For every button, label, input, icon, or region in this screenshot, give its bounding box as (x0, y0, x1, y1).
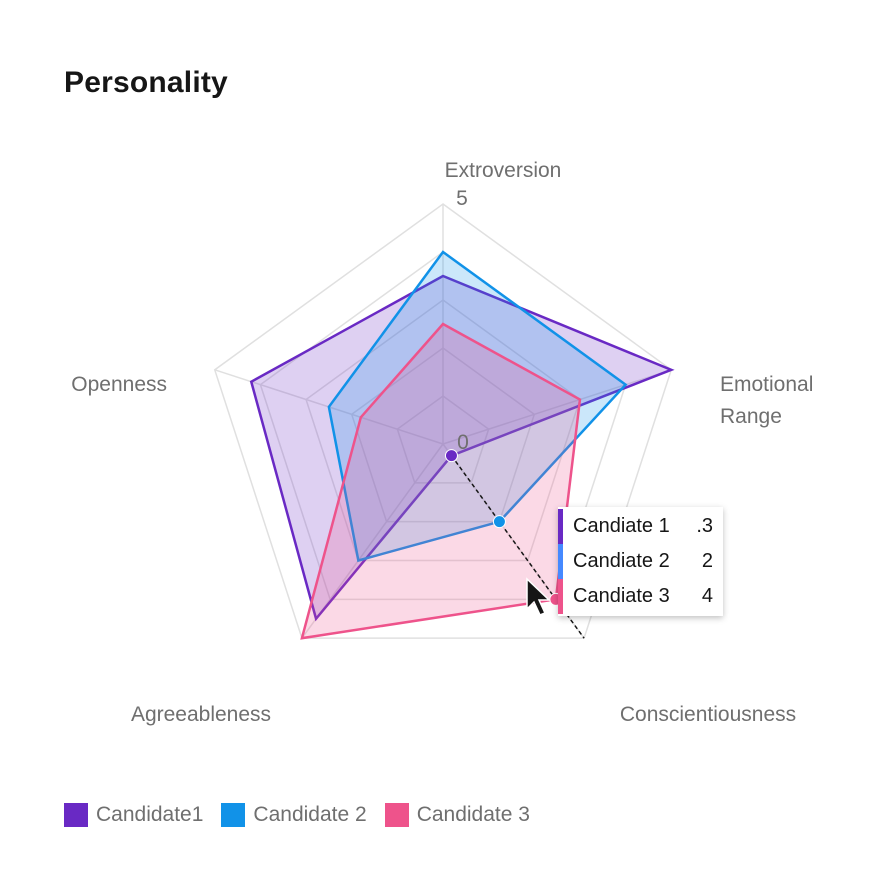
chart-title: Personality (64, 66, 228, 99)
series-area-candidate-3 (300, 322, 582, 640)
series-layer (249, 250, 675, 640)
grid-spoke (442, 369, 672, 445)
axis-label-agreeableness: Agreeableness (131, 703, 271, 726)
hover-guide-line (450, 455, 585, 639)
legend-item-candidate-2[interactable]: Candidate 2 (221, 803, 367, 827)
tooltip-color-bar (558, 509, 563, 544)
axis-label-extroversion: Extroversion (445, 159, 562, 182)
grid-ring (305, 299, 581, 562)
tooltip-series-value: 2 (701, 550, 713, 572)
legend-item-candidate-1[interactable]: Candidate1 (64, 803, 203, 827)
legend-label: Candidate 2 (253, 803, 367, 826)
grid-ring (396, 395, 490, 484)
tooltip-row: Candiate 3 4 (558, 579, 723, 614)
grid-ring (350, 347, 536, 523)
series-area-candidate1 (249, 274, 675, 622)
tooltip-row: Candiate 1 .3 (558, 509, 723, 544)
legend-label: Candidate1 (96, 803, 204, 826)
axis-label-line: Extroversion (445, 159, 562, 182)
tooltip-color-bar (558, 579, 563, 614)
series-area-candidate-2 (327, 250, 628, 563)
legend: Candidate1 Candidate 2 Candidate 3 (64, 803, 530, 827)
tooltip-series-name: Candiate 3 (573, 585, 670, 607)
legend-swatch (384, 803, 409, 827)
tooltip-row: Candiate 2 2 (558, 544, 723, 579)
grid-ring (213, 203, 673, 639)
tick-label-max: 5 (456, 187, 468, 210)
axis-label-openness: Openness (71, 373, 167, 396)
legend-swatch (221, 803, 246, 827)
tick-label-min: 0 (457, 431, 469, 454)
legend-item-candidate-3[interactable]: Candidate 3 (384, 803, 530, 827)
axis-label-line: Conscientiousness (620, 703, 796, 726)
axis-label-conscientiousness: Conscientiousness (620, 703, 796, 726)
tooltip-series-value: 4 (701, 585, 713, 607)
hover-point-candidate1 (444, 449, 458, 463)
axis-label-line: Openness (71, 373, 167, 396)
tooltip-series-value: .3 (696, 515, 713, 537)
axis-labels: Extroversion Emotional Range Conscientiousn… (71, 159, 813, 726)
legend-label: Candidate 3 (416, 803, 530, 826)
tooltip-series-name: Candiate 2 (573, 550, 670, 572)
axis-label-line: Range (720, 405, 782, 428)
axis-label-line: Agreeableness (131, 703, 271, 726)
tooltip: Candiate 1 .3 Candiate 2 2 Candiate 3 4 (558, 507, 723, 616)
axis-label-line: Emotional (720, 373, 813, 396)
legend-swatch (64, 803, 88, 827)
axis-label-emotional-range: Emotional Range (720, 373, 813, 428)
hover-point-candidate-2 (492, 515, 506, 529)
tooltip-color-bar (558, 544, 563, 579)
tooltip-series-name: Candiate 1 (573, 515, 670, 537)
mouse-cursor-icon (526, 577, 551, 616)
